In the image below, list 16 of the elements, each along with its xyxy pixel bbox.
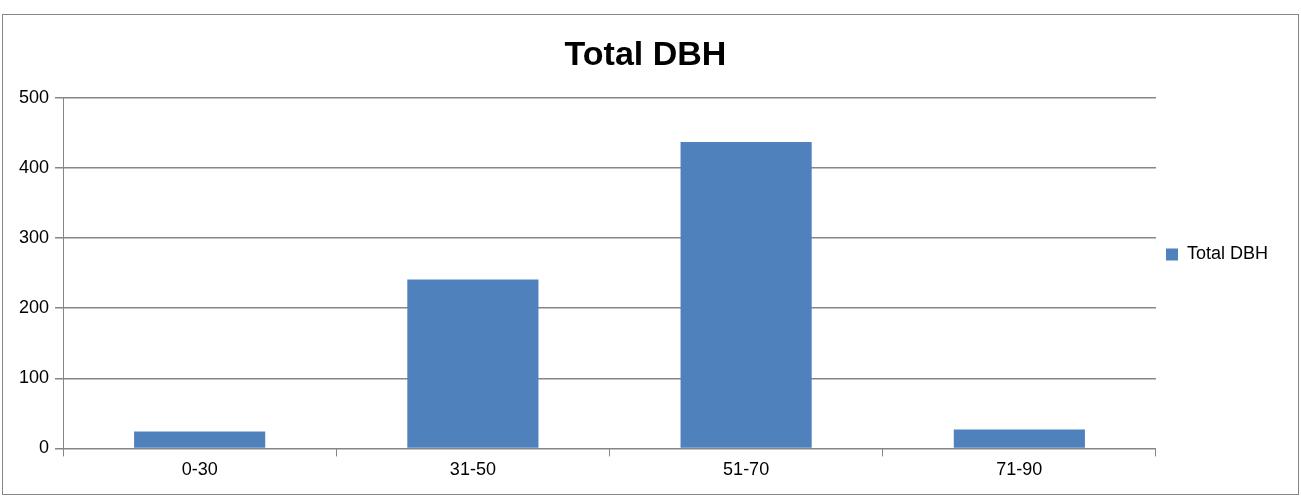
x-tick-label: 71-90	[996, 459, 1043, 480]
y-tick-label: 300	[18, 227, 50, 248]
y-tick-label: 100	[18, 367, 50, 388]
bar	[953, 429, 1085, 448]
y-tick-label: 0	[39, 437, 50, 458]
y-tick-label: 500	[18, 86, 50, 107]
bar	[134, 431, 266, 448]
x-tick-label: 51-70	[723, 459, 770, 480]
y-tick-label: 400	[18, 156, 50, 177]
y-tick-label: 200	[18, 297, 50, 318]
x-tick-label: 0-30	[181, 459, 218, 480]
bar	[407, 279, 539, 448]
chart-title: Total DBH	[564, 33, 727, 72]
x-tick-label: 31-50	[449, 459, 496, 480]
legend-label: Total DBH	[1186, 243, 1268, 264]
bar	[680, 141, 812, 448]
